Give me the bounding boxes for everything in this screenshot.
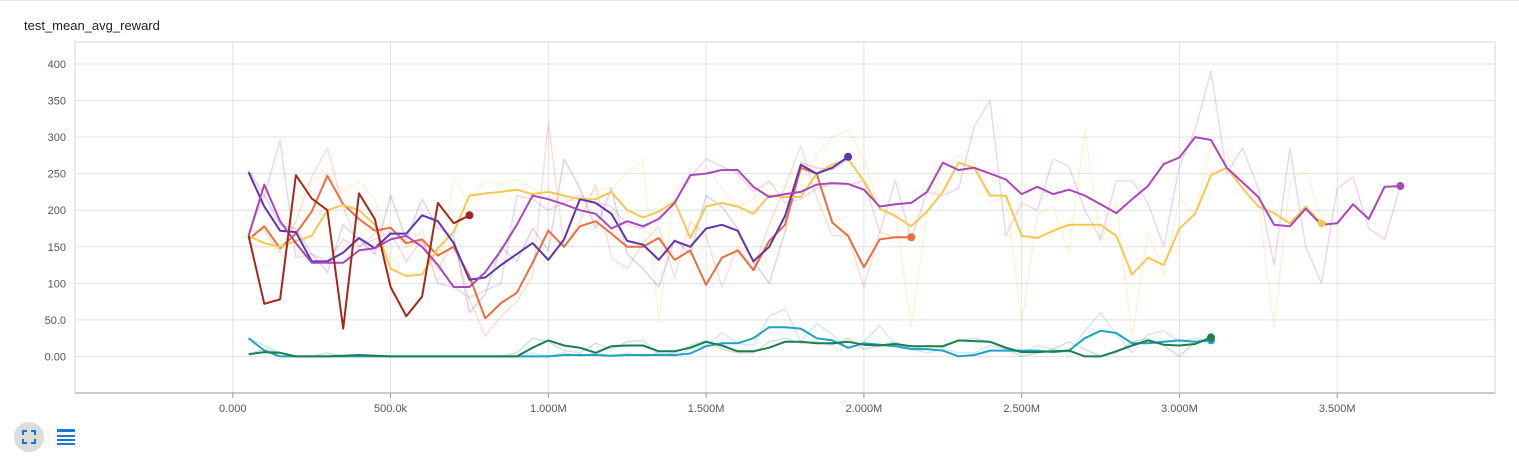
series-end-marker-4[interactable] <box>465 211 473 219</box>
raw-series-lines <box>249 71 1401 356</box>
raw-series-line-6 <box>249 338 1211 356</box>
series-end-marker-0[interactable] <box>907 233 915 241</box>
x-tick-label: 3.000M <box>1161 403 1198 415</box>
y-tick-label: 350 <box>48 96 66 108</box>
series-end-marker-6[interactable] <box>1207 333 1215 341</box>
x-tick-label: 2.500M <box>1003 403 1040 415</box>
y-tick-labels: 0.00 50.0 100 150 200 250 300 350 400 <box>45 59 66 364</box>
series-line-3[interactable] <box>249 137 1401 287</box>
series-end-marker-1[interactable] <box>1317 219 1325 227</box>
y-tick-label: 100 <box>48 278 66 290</box>
x-tick-labels: 0.000 500.0k 1.000M 1.500M 2.000M 2.500M 3.000… <box>219 403 1356 415</box>
axis <box>75 393 1495 398</box>
x-tick-label: 3.500M <box>1319 403 1356 415</box>
x-tick-label: 1.000M <box>530 403 567 415</box>
y-tick-label: 50.0 <box>45 315 66 327</box>
fullscreen-icon <box>22 430 36 444</box>
x-tick-label: 0.000 <box>219 403 247 415</box>
x-tick-label: 2.000M <box>846 403 883 415</box>
y-tick-label: 250 <box>48 169 66 181</box>
y-tick-label: 400 <box>48 59 66 71</box>
y-tick-label: 300 <box>48 132 66 144</box>
list-icon <box>56 428 76 446</box>
toggle-data-table-button[interactable] <box>54 426 78 448</box>
x-tick-label: 500.0k <box>374 403 408 415</box>
expand-chart-button[interactable] <box>14 422 44 452</box>
series-end-marker-2[interactable] <box>844 153 852 161</box>
series-line-6[interactable] <box>249 337 1211 356</box>
y-tick-label: 0.00 <box>45 351 66 363</box>
series-end-marker-3[interactable] <box>1396 182 1404 190</box>
x-tick-label: 1.500M <box>688 403 725 415</box>
y-tick-label: 200 <box>48 205 66 217</box>
y-tick-label: 150 <box>48 242 66 254</box>
